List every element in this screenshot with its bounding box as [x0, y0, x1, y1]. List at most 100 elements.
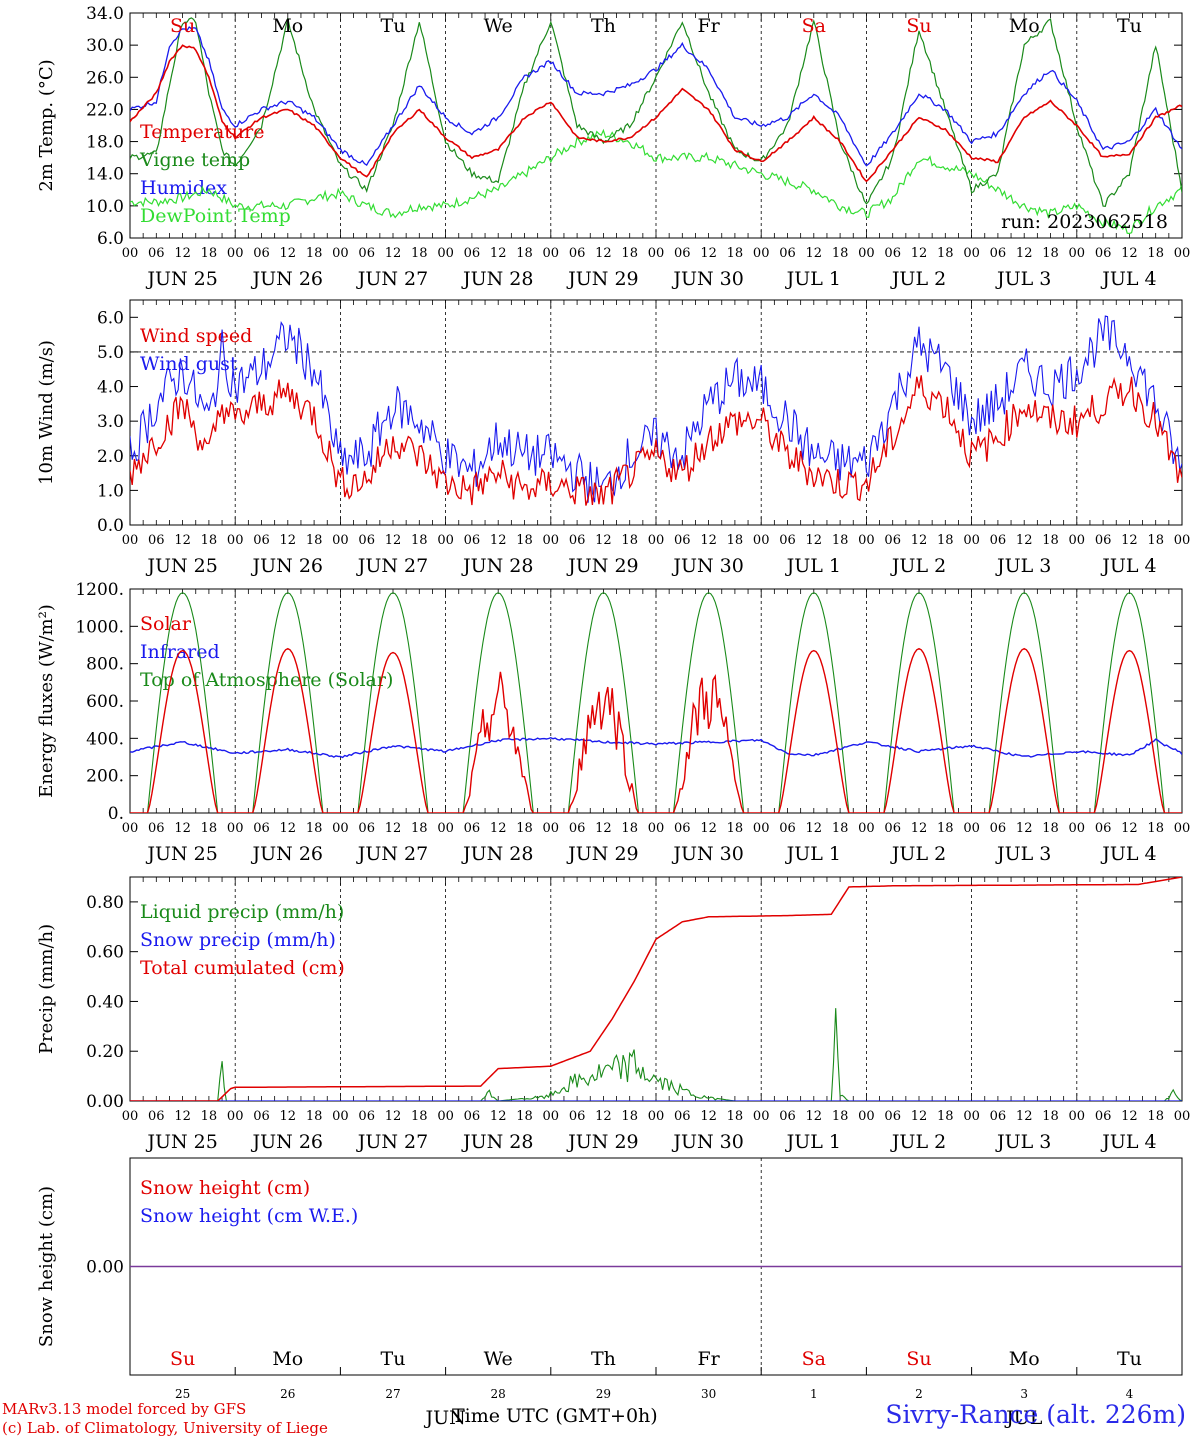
day-number-label: 1 [810, 1387, 818, 1401]
y-tick-label: 6.0 [97, 308, 124, 328]
hour-tick-label: 00 [753, 533, 770, 548]
hour-tick-label: 00 [858, 533, 875, 548]
y-tick-label: 3.0 [97, 412, 124, 432]
y-tick-label: 14.0 [86, 165, 124, 185]
hour-tick-label: 00 [753, 821, 770, 836]
hour-tick-label: 12 [911, 533, 928, 548]
hour-tick-label: 00 [332, 1109, 349, 1124]
hour-tick-label: 12 [1121, 1109, 1138, 1124]
hour-tick-label: 12 [385, 1109, 402, 1124]
y-tick-label: 0. [108, 804, 124, 824]
hour-tick-label: 06 [253, 821, 270, 836]
hour-tick-label: 18 [1147, 1109, 1164, 1124]
hour-tick-label: 12 [174, 821, 191, 836]
hour-tick-label: 12 [280, 821, 297, 836]
date-label: JUL 3 [995, 555, 1051, 577]
date-label: JUL 4 [1100, 843, 1156, 865]
hour-tick-label: 12 [1121, 533, 1138, 548]
date-label: JUN 25 [145, 555, 217, 577]
panel-frame [129, 588, 1183, 814]
hour-tick-label: 00 [543, 533, 560, 548]
hour-tick-label: 06 [779, 533, 796, 548]
y-tick-label: 5.0 [97, 343, 124, 363]
date-label: JUN 26 [251, 1131, 323, 1153]
hour-tick-label: 12 [280, 533, 297, 548]
hour-tick-label: 18 [306, 246, 323, 261]
hour-tick-label: 00 [648, 821, 665, 836]
weekday-label: Sa [802, 15, 826, 37]
panel-2: 00 06 12 18 00 06 12 18 00 06 12 18 00 06 12 18 00 06 12 18… [36, 580, 1190, 865]
date-label: JUL 2 [890, 1131, 946, 1153]
panel-frame [129, 299, 1183, 526]
y-tick-label: 0.40 [86, 992, 124, 1012]
wind-gust-line [130, 315, 1182, 503]
hour-tick-label: 18 [201, 533, 218, 548]
date-label: JUL 2 [890, 268, 946, 290]
hour-tick-label: 18 [516, 533, 533, 548]
hour-tick-label: 12 [385, 246, 402, 261]
hour-tick-label: 06 [148, 821, 165, 836]
hour-tick-label: 18 [516, 1109, 533, 1124]
weekday-label-bottom: We [484, 1348, 513, 1370]
date-label: JUL 3 [995, 1131, 1051, 1153]
footer-model-credit: MARv3.13 model forced by GFS [2, 1400, 247, 1418]
date-label: JUN 25 [145, 268, 217, 290]
liquid-precip-line [130, 1008, 1182, 1101]
hour-tick-label: 18 [1147, 246, 1164, 261]
hour-tick-label: 18 [937, 533, 954, 548]
y-axis-label: 10m Wind (m/s) [36, 340, 57, 485]
hour-tick-label: 18 [411, 1109, 428, 1124]
hour-tick-label: 00 [1069, 246, 1086, 261]
hour-tick-label: 06 [1095, 246, 1112, 261]
hour-tick-label: 06 [884, 821, 901, 836]
hour-tick-label: 00 [437, 533, 454, 548]
y-tick-label: 0.00 [86, 1092, 124, 1112]
hour-tick-label: 00 [1069, 1109, 1086, 1124]
hour-tick-label: 06 [148, 1109, 165, 1124]
weekday-label-bottom: Mo [1009, 1348, 1040, 1370]
legend-entry: Vigne temp [139, 149, 250, 171]
hour-tick-label: 00 [227, 821, 244, 836]
hour-tick-label: 00 [332, 821, 349, 836]
date-label: JUN 29 [566, 268, 638, 290]
hour-tick-label: 06 [253, 246, 270, 261]
date-label: JUN 28 [461, 1131, 533, 1153]
hour-tick-label: 06 [884, 533, 901, 548]
hour-tick-label: 06 [674, 533, 691, 548]
infrared-line [130, 736, 1182, 759]
weekday-label: Su [906, 15, 931, 37]
day-number-label: 2 [915, 1387, 923, 1401]
legend-entry: DewPoint Temp [140, 205, 291, 227]
hour-tick-label: 06 [990, 533, 1007, 548]
hour-tick-label: 00 [227, 246, 244, 261]
hour-tick-label: 12 [490, 821, 507, 836]
date-label: JUN 25 [145, 1131, 217, 1153]
day-number-label: 4 [1126, 1387, 1134, 1401]
hour-tick-label: 00 [122, 1109, 139, 1124]
hour-tick-label: 18 [306, 1109, 323, 1124]
hour-tick-label: 06 [253, 1109, 270, 1124]
hour-tick-label: 12 [1121, 821, 1138, 836]
day-number-label: 29 [596, 1387, 611, 1401]
hour-tick-label: 00 [122, 821, 139, 836]
hour-tick-label: 00 [858, 246, 875, 261]
weekday-label-bottom: Su [170, 1348, 195, 1370]
day-number-label: 26 [280, 1387, 295, 1401]
hour-tick-label: 00 [753, 246, 770, 261]
weekday-label: Th [591, 15, 616, 37]
date-label: JUL 4 [1100, 555, 1156, 577]
panel-3: 00 06 12 18 00 06 12 18 00 06 12 18 00 06 12 18 00 06 12 18… [36, 876, 1190, 1153]
hour-tick-label: 06 [148, 533, 165, 548]
date-label: JUL 4 [1100, 268, 1156, 290]
day-number-label: 27 [385, 1387, 400, 1401]
legend-entry: Wind gust [140, 353, 238, 375]
legend-entry: Solar [140, 613, 192, 635]
hour-tick-label: 12 [700, 246, 717, 261]
hour-tick-label: 06 [884, 246, 901, 261]
hour-tick-label: 12 [1121, 246, 1138, 261]
date-label: JUL 1 [785, 555, 841, 577]
hour-tick-label: 06 [990, 1109, 1007, 1124]
panel-4: 0.00 Snow height (cm) Snow height (cm) Snow… [36, 1157, 1183, 1429]
plot-area [130, 315, 1182, 506]
